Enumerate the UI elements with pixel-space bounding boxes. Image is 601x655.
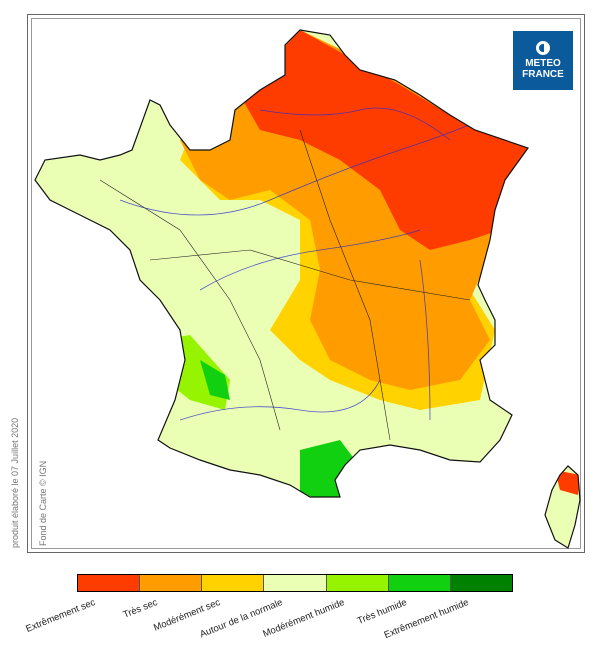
zone-dry-corsica <box>555 470 580 495</box>
map-frame <box>27 14 585 553</box>
legend-label: Extrêmement sec <box>24 597 98 635</box>
basemap-credit: Fond de Carte © IGN <box>38 460 48 546</box>
map-inner-frame <box>31 18 581 549</box>
production-date: produit élaboré le 07 Juillet 2020 <box>10 417 20 548</box>
legend-swatch-normal <box>264 575 327 591</box>
legend-swatch-very-humid <box>388 575 451 591</box>
legend-swatch-moderately-humid <box>326 575 389 591</box>
logo-text-1: METEO <box>525 58 561 69</box>
zone-very-humid-landes <box>200 360 230 400</box>
basin-boundaries <box>99 129 471 441</box>
rivers <box>119 107 481 421</box>
logo-text-2: FRANCE <box>522 69 564 80</box>
legend-swatch-extremely-humid <box>450 575 512 591</box>
meteo-france-logo: METEO FRANCE <box>513 31 573 90</box>
meteo-france-icon <box>536 41 550 55</box>
legend-swatch-very-dry <box>140 575 203 591</box>
zone-very-humid-roussillon <box>300 440 355 500</box>
legend-bar <box>77 574 513 592</box>
legend-label: Très sec <box>121 597 160 621</box>
legend-swatch-extremely-dry <box>78 575 141 591</box>
france-drought-map <box>34 29 581 549</box>
legend-swatch-moderately-dry <box>202 575 265 591</box>
zone-extremely-dry <box>240 30 530 250</box>
